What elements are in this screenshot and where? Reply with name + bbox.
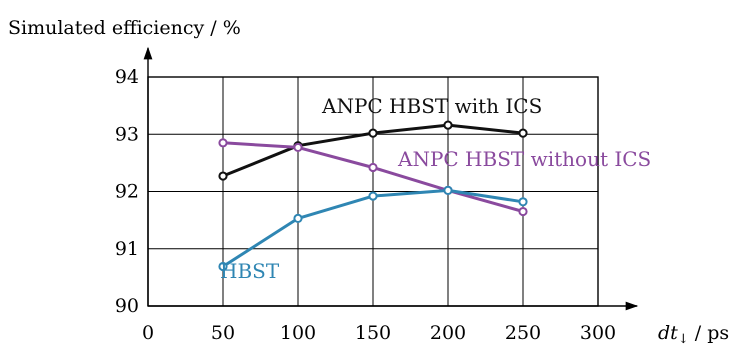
data-point — [443, 185, 453, 195]
series: ANPC HBST with ICS ANPC HBST without ICS H… — [218, 94, 651, 283]
data-point — [518, 128, 528, 138]
data-point — [443, 120, 453, 130]
x-tick-label: 50 — [211, 322, 235, 344]
tick-labels: 90 91 92 93 94 0 50 100 150 200 250 300 — [115, 66, 616, 344]
y-tick-label: 92 — [115, 181, 139, 203]
data-point — [368, 162, 378, 173]
axes — [143, 46, 639, 311]
data-point — [368, 128, 378, 138]
data-point — [368, 191, 378, 201]
series-3: HBST — [218, 185, 528, 283]
x-tick-label: 300 — [580, 322, 616, 344]
series-1: ANPC HBST with ICS — [218, 94, 542, 181]
x-tick-label: 150 — [355, 322, 391, 344]
series-label: ANPC HBST without ICS — [397, 147, 651, 171]
x-axis-title: dt↓ / ps — [658, 322, 729, 345]
series-2: ANPC HBST without ICS — [218, 138, 651, 217]
y-axis-title: Simulated efficiency / % — [8, 17, 241, 39]
data-point — [293, 142, 303, 153]
series-label: HBST — [220, 259, 280, 283]
data-point — [293, 213, 303, 224]
y-tick-label: 91 — [115, 238, 139, 260]
x-tick-label: 0 — [142, 322, 154, 344]
y-tick-label: 94 — [115, 66, 139, 88]
x-tick-label: 100 — [280, 322, 316, 344]
data-point — [518, 197, 528, 207]
data-point — [218, 261, 228, 272]
x-tick-label: 200 — [430, 322, 466, 344]
data-point — [218, 138, 228, 148]
y-tick-label: 90 — [115, 295, 139, 317]
x-tick-label: 250 — [505, 322, 541, 344]
data-point — [518, 206, 528, 217]
y-tick-label: 93 — [115, 123, 139, 145]
series-label: ANPC HBST with ICS — [321, 94, 542, 118]
data-point — [218, 171, 228, 181]
